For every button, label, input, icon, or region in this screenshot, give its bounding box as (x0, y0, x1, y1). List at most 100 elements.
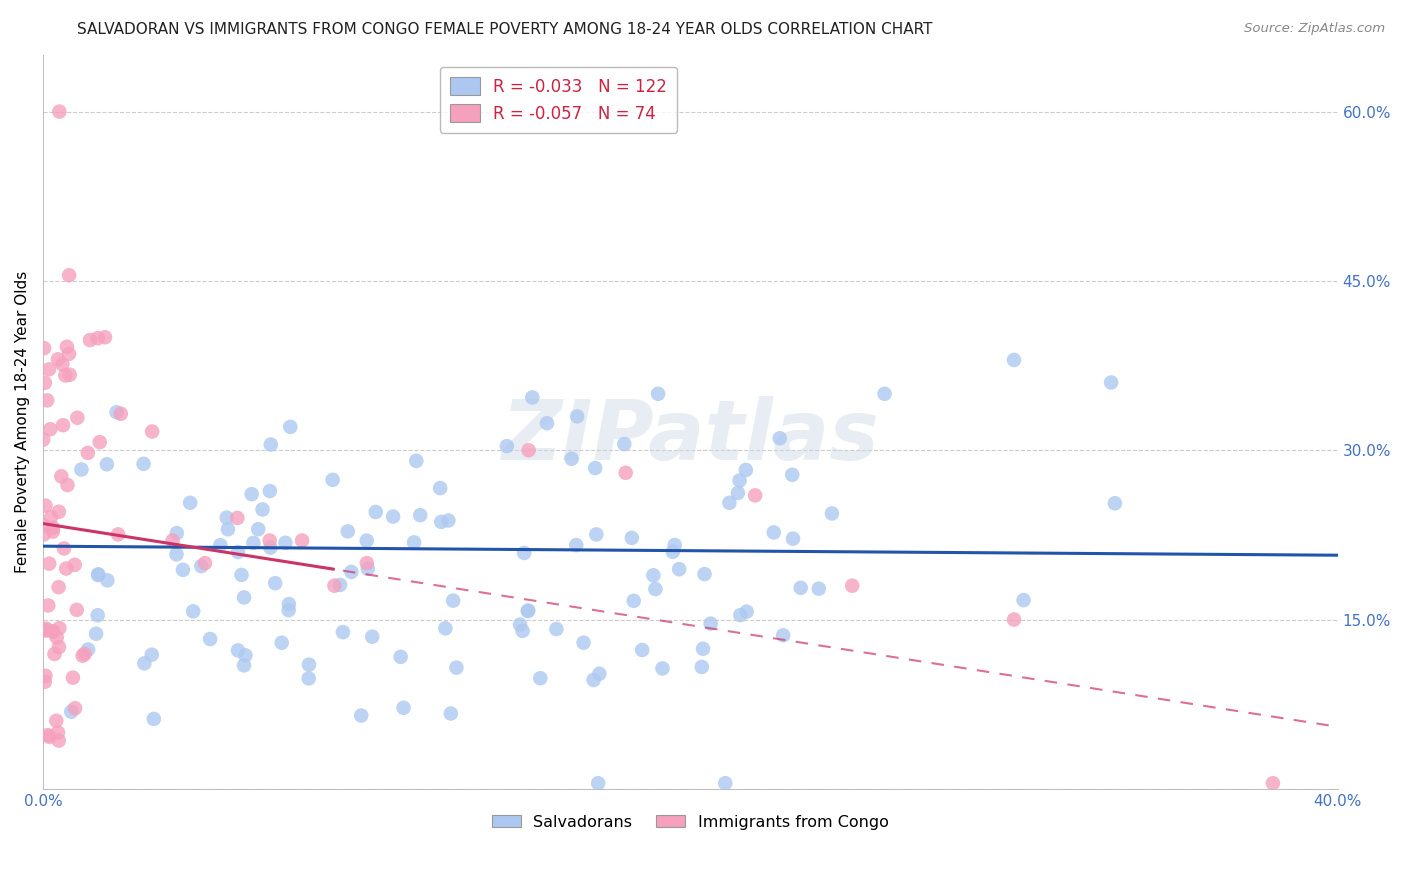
Point (614, 466, 637, 480)
Point (179, 496, 201, 510)
Point (58, 268, 80, 283)
Point (48, 505, 70, 519)
Point (194, 556, 217, 570)
Point (34, 674, 56, 689)
Point (73, 647, 96, 661)
Point (252, 502, 274, 516)
Legend: Salvadorans, Immigrants from Congo: Salvadorans, Immigrants from Congo (485, 808, 896, 836)
Point (536, 416, 558, 430)
Point (72, 648, 94, 663)
Point (66, 410, 89, 425)
Point (259, 541, 281, 555)
Point (735, 463, 758, 477)
Point (233, 591, 256, 605)
Point (48, 104, 70, 119)
Point (233, 658, 256, 673)
Text: Source: ZipAtlas.com: Source: ZipAtlas.com (1244, 22, 1385, 36)
Point (198, 632, 221, 646)
Point (38, 362, 60, 376)
Point (620, 531, 643, 545)
Point (32, 527, 55, 541)
Point (42, 624, 65, 639)
Point (409, 508, 432, 522)
Point (87, 568, 110, 582)
Point (66, 603, 89, 617)
Point (270, 636, 292, 650)
Point (1002, 613, 1025, 627)
Point (692, 641, 714, 656)
Point (172, 563, 194, 577)
Point (668, 562, 690, 576)
Point (298, 672, 321, 686)
Point (623, 594, 645, 608)
Point (63, 558, 86, 572)
Point (389, 649, 412, 664)
Point (350, 708, 373, 723)
Point (429, 481, 451, 495)
Point (744, 488, 766, 502)
Point (361, 630, 384, 644)
Point (34, 624, 56, 638)
Point (772, 628, 794, 642)
Point (259, 483, 281, 498)
Point (247, 522, 270, 536)
Point (35, 624, 58, 638)
Point (134, 657, 156, 671)
Point (735, 605, 758, 619)
Point (565, 538, 588, 552)
Point (762, 525, 785, 540)
Point (769, 431, 792, 445)
Point (226, 643, 249, 657)
Point (107, 527, 129, 541)
Point (647, 386, 669, 401)
Point (166, 547, 188, 561)
Point (94, 330, 117, 344)
Point (53, 368, 76, 383)
Point (718, 496, 741, 510)
Point (588, 666, 610, 681)
Point (215, 510, 238, 524)
Point (87, 608, 110, 623)
Point (60, 705, 83, 719)
Point (434, 621, 457, 635)
Point (34, 669, 56, 683)
Point (517, 443, 540, 458)
Point (516, 604, 538, 618)
Point (48, 640, 70, 654)
Point (1104, 496, 1126, 510)
Point (546, 622, 568, 636)
Point (141, 648, 163, 662)
Point (714, 776, 737, 790)
Point (780, 467, 803, 482)
Point (141, 425, 163, 439)
Point (1002, 352, 1025, 367)
Point (226, 511, 249, 525)
Point (45, 631, 67, 645)
Point (821, 507, 844, 521)
Point (522, 391, 544, 405)
Point (529, 671, 551, 685)
Point (235, 648, 257, 663)
Point (58, 347, 80, 361)
Point (260, 437, 283, 451)
Point (583, 461, 606, 475)
Point (1012, 593, 1035, 607)
Point (190, 559, 212, 574)
Point (509, 617, 531, 632)
Point (87, 567, 110, 582)
Point (441, 593, 464, 607)
Point (79, 333, 101, 347)
Point (728, 474, 751, 488)
Point (631, 643, 654, 657)
Point (356, 533, 378, 548)
Point (565, 409, 588, 424)
Point (56, 340, 79, 354)
Point (240, 487, 263, 501)
Point (77, 642, 100, 657)
Point (430, 515, 453, 529)
Point (56, 478, 79, 492)
Text: ZIPatlas: ZIPatlas (502, 396, 879, 477)
Point (42, 521, 65, 535)
Point (336, 524, 359, 539)
Point (259, 533, 281, 548)
